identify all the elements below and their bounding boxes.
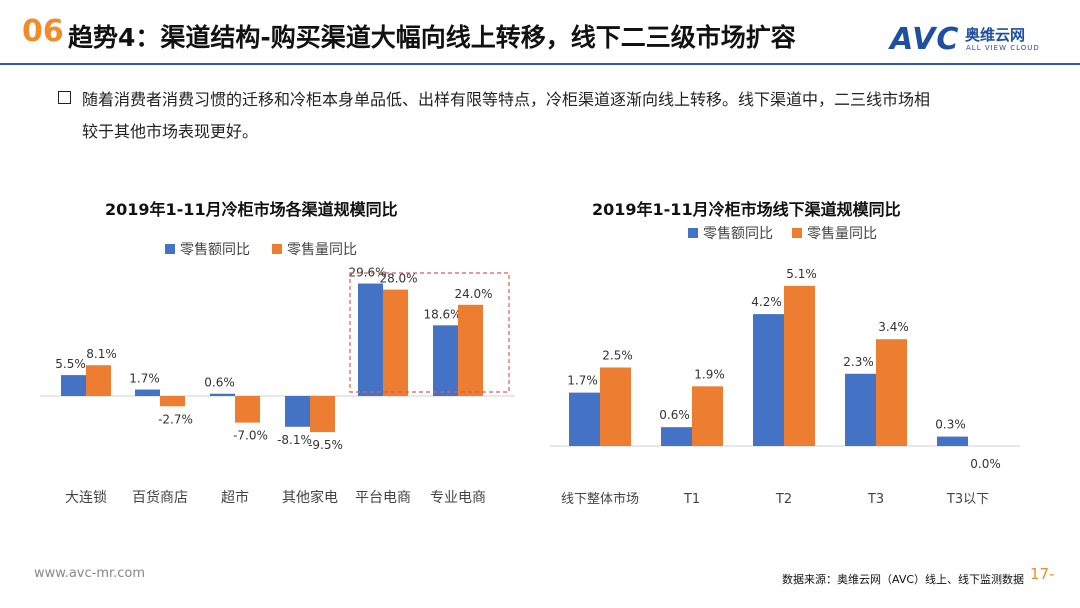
chart-1-bar — [235, 396, 260, 423]
chart-2-data-label: 5.1% — [786, 267, 817, 281]
chart-2-bar — [753, 314, 784, 446]
chart-1-data-label: 0.6% — [204, 376, 235, 390]
chart-1-data-label: -9.5% — [308, 438, 343, 452]
chart-1-category-label: 专业电商 — [430, 490, 486, 506]
page-title: 趋势4：渠道结构-购买渠道大幅向线上转移，线下二三级市场扩容 — [68, 23, 796, 52]
chart-2-title: 2019年1-11月冷柜市场线下渠道规模同比 — [592, 200, 901, 219]
chart-1-bar — [210, 393, 235, 396]
chart-1-data-label: 28.0% — [379, 272, 417, 286]
chart-2-bar — [876, 339, 907, 446]
logo-avc: AVC — [890, 22, 960, 57]
chart-1-data-label: 5.5% — [55, 357, 86, 371]
chart-2-category-label: T1 — [683, 492, 700, 507]
chart-1-data-label: -2.7% — [158, 412, 193, 426]
chart-2-data-label: 0.6% — [659, 408, 690, 422]
chart-2-category-label: T3 — [867, 492, 884, 507]
chart-1-bar — [458, 304, 483, 396]
chart-1-bar — [310, 396, 335, 433]
chart-1-category-label: 超市 — [221, 489, 249, 506]
chart-2-legend-swatch-1 — [688, 228, 698, 238]
chart-2-data-label: 2.5% — [602, 349, 633, 363]
chart-1-bar — [61, 375, 86, 396]
chart-2-legend-label-2: 零售量同比 — [807, 226, 877, 242]
chart-2-category-label: T3以下 — [946, 492, 989, 507]
chart-1-category-label: 百货商店 — [132, 489, 188, 506]
chart-2-bar — [661, 427, 692, 446]
chart-2-bar — [845, 373, 876, 446]
footer-source: 数据来源：奥维云网（AVC）线上、线下监测数据 — [782, 573, 1025, 586]
chart-1-legend-swatch-1 — [165, 244, 175, 254]
footer-url: www.avc-mr.com — [34, 566, 146, 581]
chart-1-bar — [86, 365, 111, 396]
chart-2-data-label: 3.4% — [878, 320, 909, 334]
bullet-text-line-1: 随着消费者消费习惯的迁移和冷柜本身单品低、出样有限等特点，冷柜渠道逐渐向线上转移… — [82, 90, 931, 109]
page-number: 17- — [1030, 565, 1055, 583]
chart-1-legend-label-1: 零售额同比 — [180, 242, 250, 258]
chart-2-bar — [937, 436, 968, 446]
chart-2-data-label: 1.9% — [694, 367, 725, 381]
chart-2-data-label: 2.3% — [843, 355, 874, 369]
chart-2-bar — [692, 386, 723, 446]
chart-1-category-label: 大连锁 — [65, 490, 107, 506]
chart-2-category-label: T2 — [775, 492, 792, 507]
header-divider — [0, 63, 1080, 65]
chart-1-data-label: 24.0% — [454, 287, 492, 301]
chart-2-bar — [784, 285, 815, 446]
chart-2-bar — [600, 367, 631, 446]
chart-1-data-label: 8.1% — [86, 347, 117, 361]
bullet-text-line-2: 较于其他市场表现更好。 — [82, 122, 259, 141]
chart-1-bar — [285, 396, 310, 427]
chart-1-bar — [383, 289, 408, 396]
chart-1-title: 2019年1-11月冷柜市场各渠道规模同比 — [105, 200, 398, 219]
chart-2-legend-label-1: 零售额同比 — [703, 226, 773, 242]
chart-2-bar — [569, 392, 600, 446]
chart-1-data-label: -7.0% — [233, 429, 268, 443]
chart-1-data-label: 18.6% — [423, 307, 461, 321]
chart-1-bar — [160, 396, 185, 407]
logo-name-cn: 奥维云网 — [965, 26, 1026, 44]
bullet-square-icon — [58, 91, 71, 104]
chart-1-data-label: -8.1% — [277, 433, 312, 447]
logo-name-en: ALL VIEW CLOUD — [966, 44, 1040, 52]
chart-2-data-label: 0.0% — [970, 457, 1001, 471]
chart-2-legend-swatch-2 — [792, 228, 802, 238]
chart-1-legend-swatch-2 — [272, 244, 282, 254]
chart-2-category-label: 线下整体市场 — [561, 491, 639, 507]
chart-1-bar — [135, 389, 160, 396]
chart-1-highlight-box — [349, 272, 510, 393]
chart-2-data-label: 4.2% — [751, 295, 782, 309]
chart-1-bar — [358, 283, 383, 396]
chart-1-category-label: 平台电商 — [355, 490, 411, 506]
chart-1-legend-label-2: 零售量同比 — [287, 242, 357, 258]
chart-2-data-label: 0.3% — [935, 418, 966, 432]
chart-1-bar — [433, 325, 458, 396]
section-number: 06 — [22, 14, 64, 49]
chart-1-category-label: 其他家电 — [282, 489, 338, 506]
chart-1-data-label: 1.7% — [129, 372, 160, 386]
chart-2-data-label: 1.7% — [567, 374, 598, 388]
